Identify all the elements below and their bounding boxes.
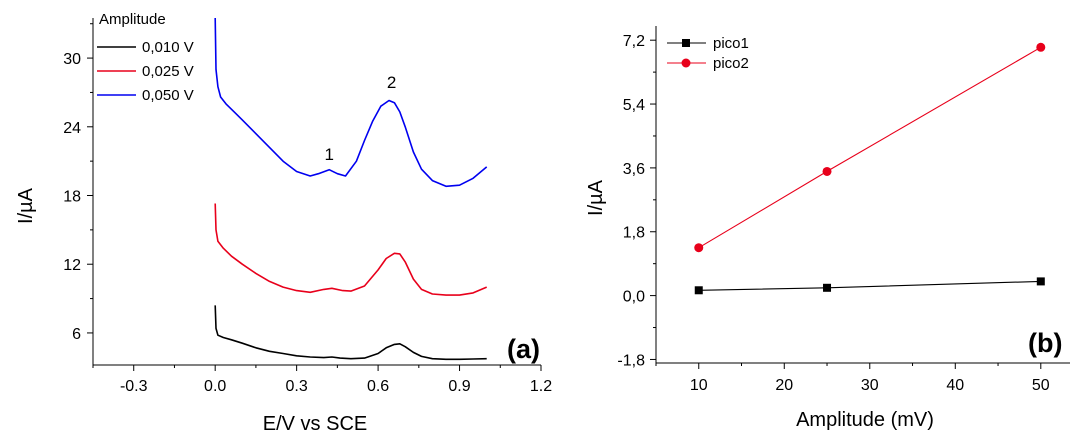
panel-a-series: [214, 17, 488, 361]
panel-b-legend-label: pico2: [713, 55, 749, 72]
panel-a-y-tick-label: 24: [63, 120, 81, 137]
panel-b-ylabel: I/µA: [585, 179, 607, 216]
panel-b-y-tick-label: 3,6: [623, 161, 645, 178]
panel-a-x-tick-label: 0.0: [204, 378, 226, 395]
panel-a-y-tick-label: 12: [63, 257, 81, 274]
panel-a-x-tick-label: 0.9: [448, 378, 470, 395]
panel-a-y-tick-label: 18: [63, 189, 81, 206]
panel-b-point: [823, 283, 832, 292]
panel-a-label: (a): [507, 334, 540, 364]
panel-a-y-tick-label: 30: [63, 51, 81, 68]
panel-a-ylabel: I/µA: [15, 187, 37, 224]
panel-a-legend-label: 0,010 V: [142, 39, 194, 56]
panel-a-x-tick-label: 0.3: [286, 378, 308, 395]
panel-b-y-tick-label: 7,2: [623, 33, 645, 50]
panel-b-x-tick-label: 10: [690, 377, 708, 394]
panel-b-point: [694, 243, 704, 253]
panel-b-x-tick-label: 40: [946, 377, 964, 394]
panel-a-x-tick-label: -0.3: [120, 378, 148, 395]
panel-a-series-line: [214, 203, 488, 296]
panel-b-legend-marker: [682, 39, 690, 47]
panel-a-xlabel: E/V vs SCE: [263, 413, 367, 435]
peak-label: 2: [387, 73, 396, 92]
panel-a-annotations: 12: [324, 73, 396, 164]
panel-b-y-tick-label: 5,4: [623, 97, 645, 114]
panel-b-label: (b): [1028, 328, 1062, 358]
panel-b-x-tick-label: 20: [775, 377, 793, 394]
panel-b-legend: pico1 pico2: [667, 35, 749, 72]
panel-b-xlabel: Amplitude (mV): [796, 409, 934, 431]
panel-b-series: [694, 42, 1046, 295]
panel-b-x-tick-label: 50: [1032, 377, 1050, 394]
panel-a-legend-label: 0,050 V: [142, 87, 194, 104]
panel-b-point: [694, 286, 703, 295]
panel-b-series-line: [698, 280, 1041, 291]
panel-a-x-tick-label: 0.6: [367, 378, 389, 395]
panel-a-legend: Amplitude 0,010 V 0,025 V 0,050 V: [97, 11, 194, 104]
panel-b: 10 20 30 40 50 -1,8 0,0 1,8 3,6 5,4 7,2 I/µA Ampli…: [585, 26, 1070, 431]
panel-a-series-line: [214, 305, 487, 361]
panel-b-y-tick-label: 1,8: [623, 225, 645, 242]
panel-b-x-tick-label: 30: [861, 377, 879, 394]
panel-b-y-tick-label: -1,8: [617, 352, 645, 369]
panel-b-series-line: [698, 46, 1042, 249]
panel-a-x-tick-label: 1.2: [530, 378, 552, 395]
panel-a-y-tick-label: 6: [72, 326, 81, 343]
panel-b-point: [1036, 42, 1046, 52]
panel-b-axes: 10 20 30 40 50 -1,8 0,0 1,8 3,6 5,4 7,2: [617, 26, 1070, 394]
peak-label: 1: [324, 145, 333, 164]
panel-b-legend-label: pico1: [713, 35, 749, 52]
panel-a-series-line: [214, 17, 488, 188]
panel-b-y-tick-label: 0,0: [623, 289, 645, 306]
panel-a-legend-label: 0,025 V: [142, 63, 194, 80]
panel-b-legend-marker: [681, 58, 691, 68]
panel-b-point: [822, 166, 832, 176]
panel-b-point: [1036, 277, 1045, 286]
panel-a-legend-title: Amplitude: [99, 11, 166, 28]
